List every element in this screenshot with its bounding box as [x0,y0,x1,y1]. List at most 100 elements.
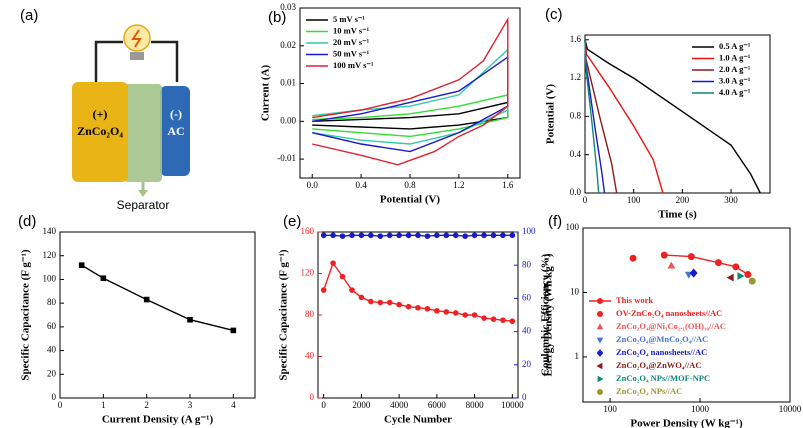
marker [320,232,327,239]
marker [744,270,752,278]
marker [415,304,421,311]
panel: (c) 0 100 200 300 0.0 0.4 0.8 1.2 1.6 Time (s) Pote… [545,6,771,221]
marker [396,301,402,308]
x-axis-label: Time (s) [658,209,697,221]
marker [443,232,450,239]
legend-label: 5 mV s⁻¹ [333,14,365,24]
marker [100,275,107,282]
marker [330,232,336,239]
marker [424,305,431,312]
marker [396,232,402,239]
legend-label: ZnCo₂O₄@ZnWO₄//AC [616,360,701,370]
x-axis-label: Power Density (W kg⁻¹) [630,418,743,428]
marker [687,253,695,261]
marker [660,251,668,259]
x-tick-label: 2 [144,400,149,410]
y-tick-label: 60 [47,321,57,331]
x-tick-label: 100 [627,195,641,205]
marker [405,232,412,239]
y-tick-label: 40 [522,326,532,336]
marker [452,310,459,316]
panel-label: (b) [268,9,286,26]
legend-label: 20 mV s⁻¹ [333,37,370,47]
marker [500,317,506,323]
y-tick-label: 1 [575,351,580,361]
legend-label: 0.5 A g⁻¹ [719,41,751,51]
y-tick-label: 10 [570,287,580,297]
y-axis-label: Energy Density (Wh kg⁻¹) [543,253,555,376]
series-line [81,264,234,332]
legend-label: 100 mV s⁻¹ [333,60,374,70]
negative-material: AC [167,124,184,138]
panel: (f) 100 1000 10000 1 10 100 Power Density (W kg… [543,213,802,428]
marker [434,308,440,314]
marker [748,277,756,285]
y-tick-label: 40 [305,351,315,361]
y-tick-label: 0 [522,392,527,402]
x-axis-label: Potential (V) [380,194,441,206]
panel: (e)0 2000 4000 6000 8000 10000040801201600204… [278,213,552,426]
y-tick-label: 0.02 [280,40,296,50]
legend-label: 1.0 A g⁻¹ [719,52,751,62]
legend-label: ZnCo₂O₄ NPs//AC [616,386,682,396]
marker [462,233,468,239]
y-tick-label: 1.6 [570,34,582,44]
marker [339,273,346,280]
panel: (b) 0.0 0.4 0.8 1.2 1.6 -0.01 0.00 0.01 0.02 0.03 P… [260,2,521,206]
x-tick-label: 200 [676,195,690,205]
marker [596,323,604,330]
marker [330,260,336,266]
x-tick-label: 8000 [466,400,485,410]
marker [471,232,478,239]
y-tick-label: 0.01 [280,78,296,88]
marker [349,287,355,293]
x-tick-label: 1 [101,400,106,410]
y-tick-label: 100 [566,222,580,232]
separator-arrow [138,190,148,197]
y-tick-label: 0.03 [280,2,296,12]
y-tick-label: 120 [43,250,57,260]
marker [490,232,497,239]
legend-label: ZnCo₂O₄ NPs//MOF-NPC [616,373,710,383]
device-diagram: (a) (+) ZnCo₂O₄ (-) AC Separator [20,7,190,212]
x-tick-label: 4000 [390,400,409,410]
series-line [312,94,509,138]
x-tick-label: 300 [724,195,738,205]
marker [349,232,355,239]
x-tick-label: 100 [603,404,617,414]
marker [629,254,637,262]
marker [726,273,734,282]
marker [500,232,506,239]
marker [714,259,722,267]
y-tick-label: 140 [43,226,57,236]
x-tick-label: 1.6 [502,180,514,190]
separator [124,84,162,182]
marker [596,337,604,344]
marker [405,303,412,310]
x-tick-label: 4 [231,400,236,410]
y-tick-label: 0.4 [570,149,582,159]
marker [689,268,698,278]
x-tick-label: 3 [188,400,193,410]
marker [471,312,478,318]
marker [320,287,327,293]
marker [368,232,374,239]
marker [596,362,603,370]
negative-sign: (-) [170,107,182,121]
marker [424,233,431,239]
y-tick-label: 100 [43,273,57,283]
x-tick-label: 10000 [779,404,802,414]
marker [187,316,193,323]
panel-label: (d) [18,213,36,230]
marker [143,296,150,303]
series-line [584,39,600,194]
marker [462,312,468,318]
plot-frame [584,34,771,194]
marker [358,232,365,239]
y-axis-label: Specific Capacitance (F g⁻¹) [20,249,32,381]
marker [377,233,384,239]
marker [596,349,604,357]
plot-frame [582,227,791,403]
positive-electrode [72,82,128,182]
marker [368,298,374,305]
